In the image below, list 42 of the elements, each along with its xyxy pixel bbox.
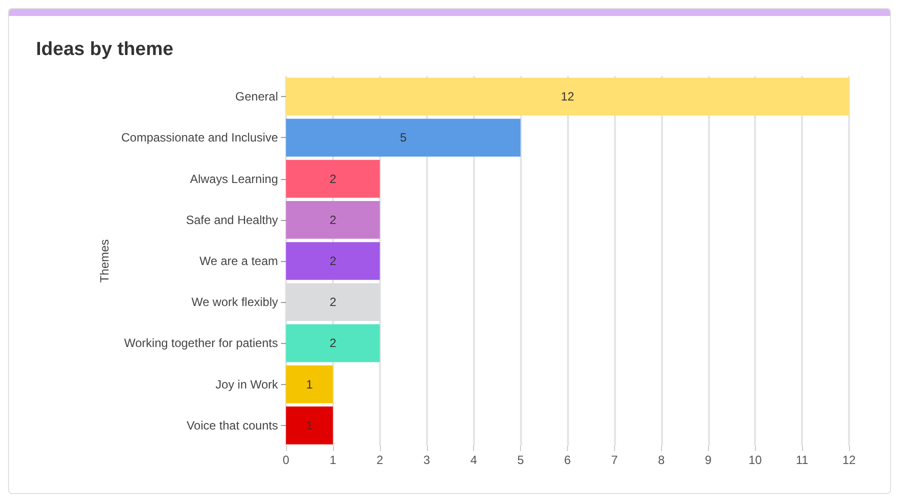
data-label: 2 xyxy=(330,254,337,268)
y-tick-label: Safe and Healthy xyxy=(186,212,278,227)
y-tick-label: Voice that counts xyxy=(186,418,278,432)
y-tick-label: Joy in Work xyxy=(216,377,279,392)
data-label: 2 xyxy=(330,172,337,186)
y-tick-label: General xyxy=(235,90,278,104)
data-label: 2 xyxy=(330,336,337,350)
x-tick-label: 11 xyxy=(796,453,809,467)
bar xyxy=(286,78,849,116)
y-tick-label: Always Learning xyxy=(190,172,278,186)
x-tick-label: 5 xyxy=(517,453,524,467)
y-tick-label: We are a team xyxy=(200,254,278,268)
x-tick-label: 10 xyxy=(748,453,762,467)
bar xyxy=(286,200,380,239)
text: Ideas by theme xyxy=(36,39,174,60)
data-label: 1 xyxy=(306,418,314,432)
bar xyxy=(286,324,380,362)
x-tick-label: 2 xyxy=(376,453,384,467)
bar xyxy=(286,118,521,157)
x-tick-label: 1 xyxy=(330,453,337,467)
x-tick-label: 8 xyxy=(658,453,665,467)
y-tick-label: Compassionate and Inclusive xyxy=(121,130,278,145)
bar xyxy=(286,365,333,404)
bar xyxy=(286,406,333,444)
x-tick-label: 4 xyxy=(470,453,478,467)
x-tick-label: 6 xyxy=(564,453,572,467)
data-label: 2 xyxy=(330,295,337,310)
x-tick-label: 7 xyxy=(611,453,618,467)
bar xyxy=(286,283,380,322)
x-tick-label: 9 xyxy=(704,453,712,467)
y-tick-label: Working together for patients xyxy=(124,336,278,350)
bar xyxy=(286,242,380,280)
bar xyxy=(286,160,380,198)
data-label: 2 xyxy=(330,212,337,227)
x-tick-label: 3 xyxy=(423,453,430,467)
y-tick-label: We work flexibly xyxy=(192,295,278,310)
y-axis-title: Themes xyxy=(97,239,112,283)
data-label: 12 xyxy=(560,90,574,104)
data-label: 1 xyxy=(306,377,314,392)
data-label: 5 xyxy=(400,130,407,145)
x-tick-label: 12 xyxy=(842,453,856,467)
x-tick-label: 0 xyxy=(282,453,290,467)
